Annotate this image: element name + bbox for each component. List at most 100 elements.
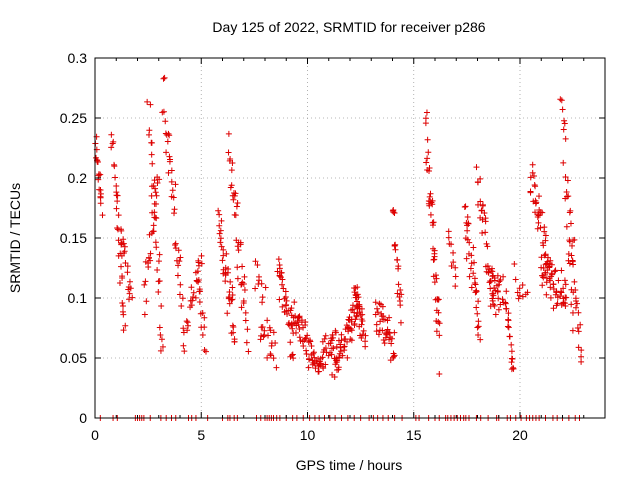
data-point [569,242,576,249]
data-point [155,258,162,265]
data-point [351,309,358,316]
data-point [279,303,286,310]
data-point [561,120,568,127]
data-point [484,243,491,250]
data-point [432,272,439,279]
data-point [391,209,398,216]
data-point [198,252,205,259]
data-point [394,256,401,263]
data-point [308,342,315,349]
data-point [160,108,167,115]
data-point [232,190,239,197]
data-point [391,243,398,250]
data-point [490,290,497,297]
data-point [296,313,303,320]
data-point [112,174,119,181]
data-point [359,318,366,325]
data-point [431,279,438,286]
data-point [122,260,129,267]
data-point [505,310,512,317]
x-tick-label: 20 [512,427,528,443]
data-point [108,144,115,151]
data-point [170,194,177,201]
data-point [348,327,355,334]
data-point [516,285,523,292]
data-point [379,303,386,310]
data-point [240,300,247,307]
data-point [397,302,404,309]
data-point [296,334,303,341]
data-point [562,302,569,309]
data-point [434,296,441,303]
data-point [171,210,178,217]
data-point [238,304,245,311]
data-point [157,332,164,339]
data-point [374,309,381,316]
data-point [377,318,384,325]
data-point [353,313,360,320]
data-point [264,354,271,361]
data-point [141,311,148,318]
data-point [510,365,517,372]
data-point [358,334,365,341]
data-point [336,354,343,361]
data-point [466,273,473,280]
data-point [312,365,319,372]
data-point [541,228,548,235]
data-point [558,289,565,296]
data-point [153,201,160,208]
data-point [120,240,127,247]
data-point [547,284,554,291]
data-point [282,293,289,300]
data-point [450,249,457,256]
data-point [258,280,265,287]
data-point [557,293,564,300]
data-point [321,335,328,342]
data-point [542,251,549,258]
data-point [120,327,127,334]
data-point [474,324,481,331]
data-point [482,218,489,225]
data-point [226,300,233,307]
data-point [282,288,289,295]
data-point [229,322,236,329]
data-point [190,289,197,296]
data-point [119,275,126,282]
data-point [436,371,443,378]
data-point [562,135,569,142]
data-point [113,189,120,196]
data-point [319,354,326,361]
data-point [120,311,127,318]
data-point [156,176,163,183]
data-point [503,288,510,295]
y-tick-label: 0.3 [68,50,88,66]
data-point [217,239,224,246]
data-point [426,202,433,209]
data-point [471,259,478,266]
data-point [219,257,226,264]
data-point [228,167,235,174]
data-point [230,196,237,203]
data-point [430,219,437,226]
data-point [487,278,494,285]
data-point [553,289,560,296]
data-point [471,280,478,287]
data-point [461,204,468,211]
data-point [572,297,579,304]
data-point [479,229,486,236]
data-point [218,217,225,224]
data-point [429,222,436,229]
data-point [161,74,168,81]
data-point [264,317,271,324]
data-point [163,149,170,156]
data-point [234,275,241,282]
data-point [156,251,163,258]
data-point [524,289,531,296]
data-point [475,332,482,339]
data-point [445,234,452,241]
data-point [354,310,361,317]
data-point [562,281,569,288]
data-point [565,250,572,257]
data-point [487,285,494,292]
data-point [129,294,136,301]
